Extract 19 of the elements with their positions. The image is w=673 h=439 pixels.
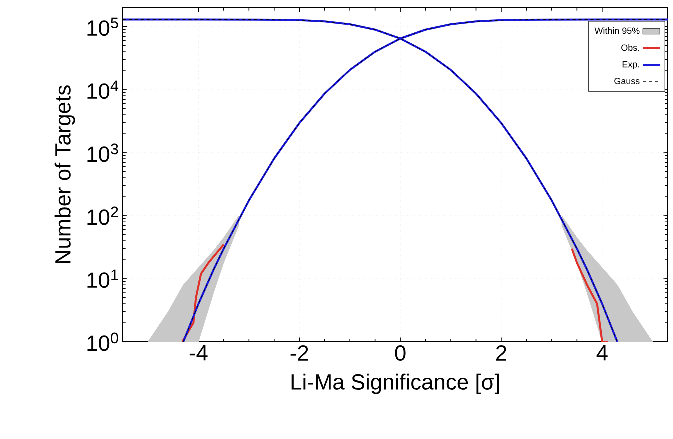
x-tick-label: 4 bbox=[596, 346, 608, 361]
x-axis-title: Li-Ma Significance [σ] bbox=[292, 374, 500, 394]
x-tick-label: -4 bbox=[190, 346, 208, 361]
y-tick-label: 10$^{3}$ bbox=[88, 144, 118, 162]
line-series bbox=[182, 244, 225, 342]
x-tick-label: 0 bbox=[395, 346, 406, 362]
legend-label: Within 95% bbox=[594, 28, 640, 34]
y-tick-label: 10$^{5}$ bbox=[88, 18, 118, 36]
y-tick-label: 10$^{1}$ bbox=[88, 270, 118, 288]
y-tick-label: 10$^{4}$ bbox=[88, 80, 119, 100]
y-axis-title: Number of Targets bbox=[54, 86, 76, 264]
y-tick-label: 10$^{2}$ bbox=[88, 206, 118, 226]
legend-label: Obs. bbox=[622, 44, 640, 52]
y-tick-label: 10$^{0}$ bbox=[88, 332, 118, 352]
line-series bbox=[571, 248, 610, 342]
legend-label: Exp. bbox=[622, 61, 640, 70]
x-tick-label: -2 bbox=[290, 346, 308, 361]
x-tick-label: 2 bbox=[496, 346, 506, 361]
legend-label: Gauss bbox=[614, 78, 640, 84]
